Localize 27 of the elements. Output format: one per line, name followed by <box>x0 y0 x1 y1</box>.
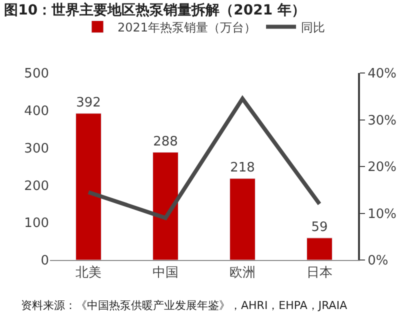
bar <box>230 178 256 260</box>
text: 59 <box>311 220 328 235</box>
x-tick-label: 中国 <box>152 266 178 281</box>
y2-tick-label: 40% <box>368 66 397 82</box>
text: 392 <box>76 95 101 110</box>
bar <box>306 238 332 260</box>
legend-label: 2021年热泵销量（万台） <box>118 20 256 34</box>
y-tick-label: 200 <box>24 178 49 194</box>
chart-title: 图10：世界主要地区热泵销量拆解（2021 年） <box>4 2 306 19</box>
x-tick-label: 日本 <box>306 266 332 281</box>
y2-tick-label: 30% <box>368 113 397 128</box>
y-tick-label: 100 <box>24 216 49 232</box>
x-tick-label: 北美 <box>76 264 102 281</box>
y-tick-label: 400 <box>24 104 49 119</box>
bar <box>76 113 102 260</box>
legend-label: 同比 <box>301 20 326 34</box>
bar <box>152 152 178 260</box>
y-tick-label: 300 <box>24 141 49 156</box>
y2-tick-label: 20% <box>368 160 397 176</box>
y-tick-label: 0 <box>40 254 49 269</box>
y-tick-label: 500 <box>24 66 49 82</box>
y2-tick-label: 10% <box>368 206 397 222</box>
x-tick-label: 欧洲 <box>230 266 256 281</box>
text: 资料来源：《中国热泵供暖产业发展年鉴》，AHRI，EHPA，JRAIA <box>21 299 348 312</box>
text: 288 <box>153 134 178 150</box>
text: 218 <box>230 160 255 176</box>
y2-tick-label: 0% <box>368 254 388 269</box>
